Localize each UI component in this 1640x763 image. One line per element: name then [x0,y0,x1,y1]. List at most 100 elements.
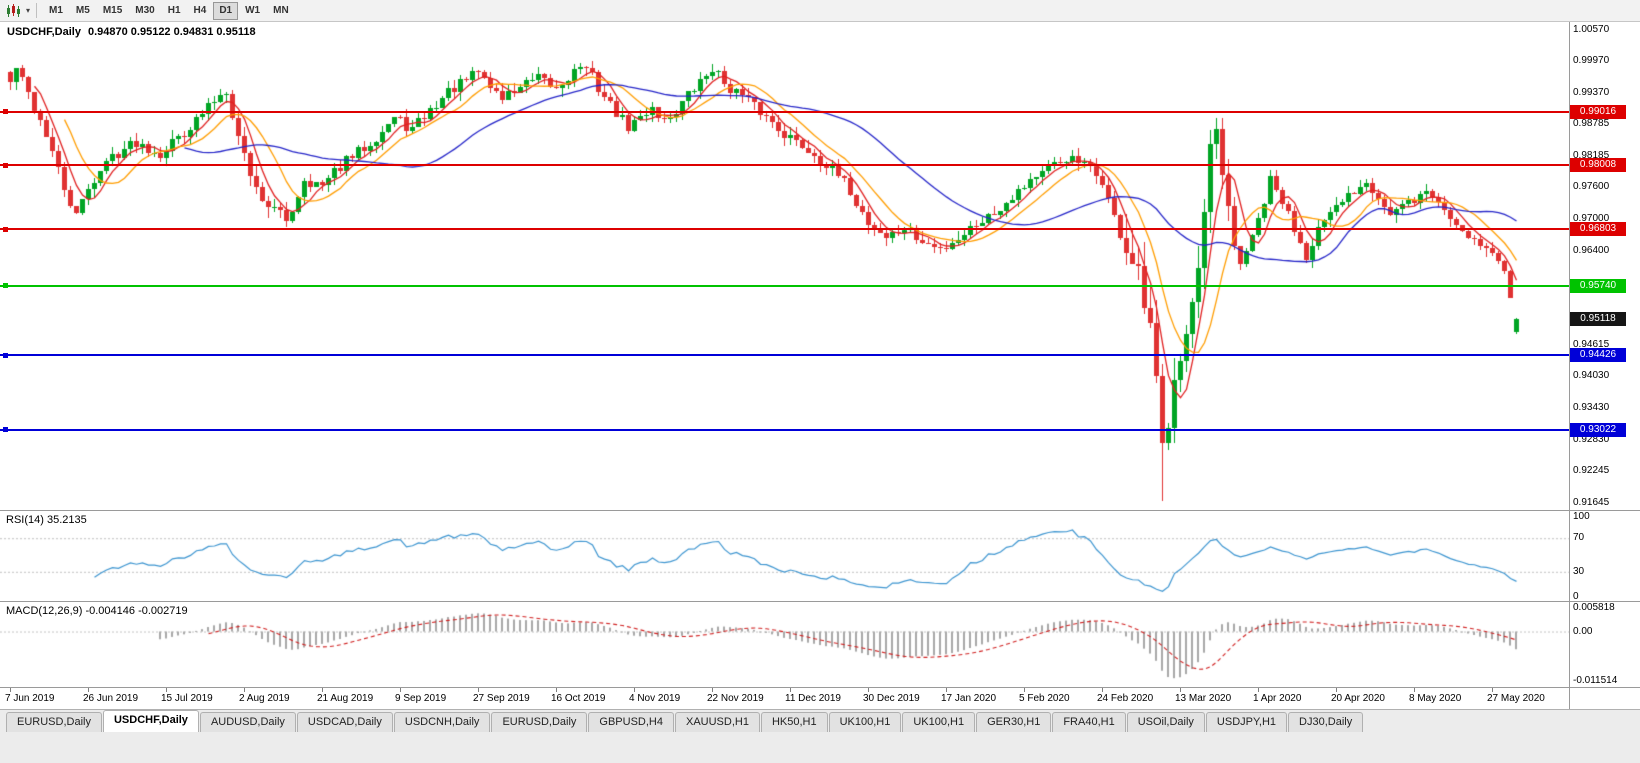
timeframe-button-d1[interactable]: D1 [213,1,239,20]
chart-tab-usdcnh-daily[interactable]: USDCNH,Daily [393,712,491,732]
line-handle-0.96803[interactable] [3,226,8,232]
timeframe-button-h4[interactable]: H4 [193,4,207,16]
line-handle-0.99016[interactable] [3,109,8,115]
chart-tab-eurusd-daily[interactable]: EURUSD,Daily [6,712,102,732]
chart-type-dropdown-caret[interactable]: ▾ [25,6,30,15]
horizontal-line-0.93022[interactable] [0,428,1569,431]
timeframe-button-w1[interactable]: W1 [245,4,261,16]
timeframe-button-m30[interactable]: M30 [135,4,155,16]
time-axis-label: 15 Jul 2019 [161,693,213,704]
price-axis-label: 0.98785 [1573,118,1610,130]
chart-tab-xauusd-h1[interactable]: XAUUSD,H1 [674,712,760,732]
chart-tab-dj30-daily[interactable]: DJ30,Daily [1288,712,1364,732]
time-axis-tick [400,688,401,692]
line-handle-0.93022[interactable] [3,427,8,433]
chart-tab-usdjpy-h1[interactable]: USDJPY,H1 [1205,712,1288,732]
price-axis-label: 0.92830 [1573,433,1610,445]
time-axis-tick [556,688,557,692]
chart-tab-ger30-h1[interactable]: GER30,H1 [976,712,1052,732]
price-tag-0.96803: 0.96803 [1570,222,1626,237]
time-axis-label: 8 May 2020 [1409,693,1462,704]
time-axis-label: 27 May 2020 [1487,693,1545,704]
chart-tab-fra40-h1[interactable]: FRA40,H1 [1052,712,1126,732]
rsi-indicator-panel: RSI(14) 35.2135 100 70 30 0 [0,510,1640,602]
timeframe-button-m1[interactable]: M1 [49,4,63,16]
rsi-canvas[interactable] [0,511,1569,601]
chart-tab-usoil-daily[interactable]: USOil,Daily [1126,712,1205,732]
time-axis-label: 13 Mar 2020 [1175,693,1232,704]
line-handle-0.95740[interactable] [3,283,8,289]
price-axis-label: 0.92245 [1573,464,1610,476]
time-axis-tick [1492,688,1493,692]
time-axis-label: 17 Jan 2020 [941,693,997,704]
time-axis-tick [1024,688,1025,692]
chart-title: USDCHF,Daily 0.94870 0.95122 0.94831 0.95… [7,26,256,38]
time-axis-tick [1414,688,1415,692]
chart-type-icon[interactable] [4,2,22,20]
time-axis-tick [244,688,245,692]
chart-tab-gbpusd-h4[interactable]: GBPUSD,H4 [588,712,674,732]
horizontal-line-0.94426[interactable] [0,354,1569,357]
timeframe-button-h1[interactable]: H1 [167,4,181,16]
statusbar-filler [0,732,1640,763]
price-chart-canvas[interactable] [0,22,1569,510]
macd-label: MACD(12,26,9) -0.004146 -0.002719 [6,605,188,617]
price-tag-0.98008: 0.98008 [1570,158,1626,173]
macd-axis-bottom: -0.011514 [1573,675,1618,686]
chart-tab-eurusd-daily[interactable]: EURUSD,Daily [491,712,588,732]
horizontal-line-0.98008[interactable] [0,164,1569,167]
price-tag-0.95740: 0.95740 [1570,278,1626,293]
price-axis-label: 0.94030 [1573,370,1610,382]
price-axis-label: 0.94615 [1573,339,1610,351]
price-axis-label: 0.99370 [1573,87,1610,99]
time-axis-label: 5 Feb 2020 [1019,693,1070,704]
price-panel: USDCHF,Daily 0.94870 0.95122 0.94831 0.95… [0,22,1640,510]
price-axis-separator [1569,22,1570,709]
time-axis-label: 9 Sep 2019 [395,693,447,704]
time-axis-tick [88,688,89,692]
chart-tab-hk50-h1[interactable]: HK50,H1 [760,712,828,732]
time-axis-label: 24 Feb 2020 [1097,693,1154,704]
price-axis-label: 0.97000 [1573,212,1610,224]
line-handle-0.98008[interactable] [3,162,8,168]
time-axis-tick [712,688,713,692]
macd-axis-top: 0.005818 [1573,602,1615,613]
chart-tab-bar: EURUSD,Daily USDCHF,Daily AUDUSD,Daily USDC… [0,709,1640,732]
time-axis-tick [868,688,869,692]
time-axis-label: 26 Jun 2019 [83,693,139,704]
time-axis-tick [10,688,11,692]
timeframe-button-mn[interactable]: MN [273,4,289,16]
time-axis-label: 21 Aug 2019 [317,693,374,704]
price-axis-label: 0.93430 [1573,402,1610,413]
time-axis-tick [166,688,167,692]
horizontal-line-0.99016[interactable] [0,110,1569,113]
time-axis-tick [634,688,635,692]
timeframe-button-m5[interactable]: M5 [75,4,90,16]
line-handle-0.94426[interactable] [3,352,8,358]
rsi-axis-label-30: 30 [1573,565,1585,577]
rsi-label: RSI(14) 35.2135 [6,514,87,526]
rsi-axis-label-0: 0 [1573,591,1579,602]
chart-tab-uk100-h1[interactable]: UK100,H1 [902,712,976,732]
price-axis-label: 1.00570 [1573,23,1610,35]
chart-tab-audusd-daily[interactable]: AUDUSD,Daily [199,712,296,732]
macd-canvas[interactable] [0,602,1569,687]
candlestick-icon-glyph [7,3,20,17]
chart-tab-usdchf-daily[interactable]: USDCHF,Daily [102,710,199,732]
time-axis-label: 22 Nov 2019 [707,693,764,704]
horizontal-line-0.96803[interactable] [0,228,1569,231]
toolbar-separator [36,3,37,18]
horizontal-line-0.95740[interactable] [0,284,1569,287]
chart-tab-usdcad-daily[interactable]: USDCAD,Daily [296,712,393,732]
chart-tab-uk100-h1[interactable]: UK100,H1 [828,712,902,732]
rsi-axis-label-100: 100 [1573,511,1590,522]
price-tag-0.94426: 0.94426 [1570,348,1626,363]
price-axis-label: 0.96400 [1573,244,1610,256]
timeframe-button-m15[interactable]: M15 [102,4,123,16]
price-tag-0.93022: 0.93022 [1570,422,1626,437]
current-price-tag: 0.95118 [1570,311,1626,326]
time-axis-label: 16 Oct 2019 [551,693,606,704]
time-axis-tick [946,688,947,692]
macd-indicator-panel: MACD(12,26,9) -0.004146 -0.002719 0.0058… [0,601,1640,687]
